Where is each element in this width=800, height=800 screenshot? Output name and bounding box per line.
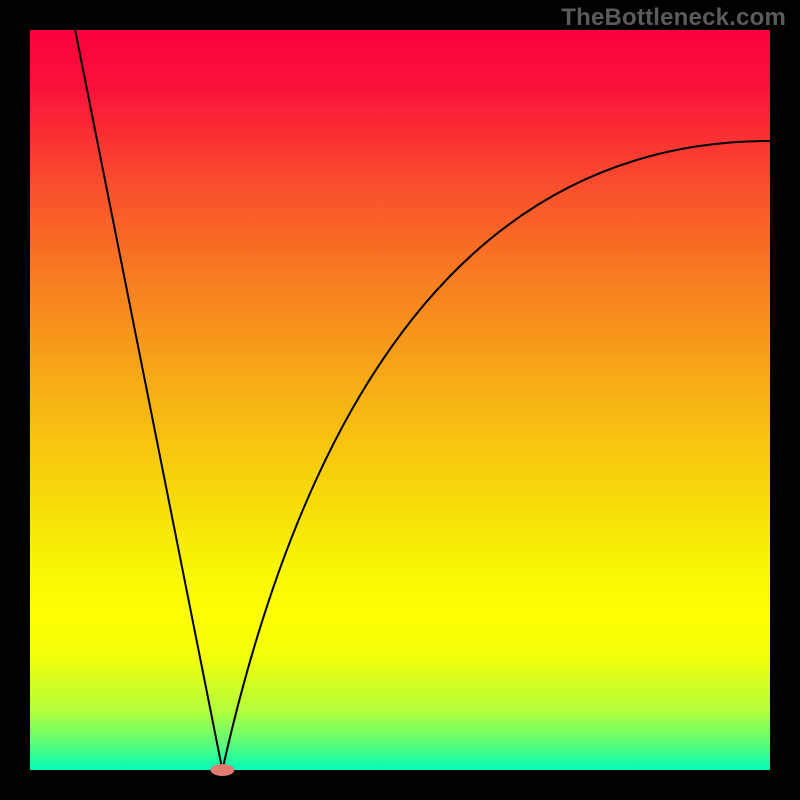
attribution-label: TheBottleneck.com bbox=[561, 4, 786, 32]
plot-background bbox=[30, 30, 770, 770]
bottleneck-chart bbox=[0, 0, 800, 800]
optimal-point-marker bbox=[210, 764, 234, 776]
chart-container: TheBottleneck.com bbox=[0, 0, 800, 800]
